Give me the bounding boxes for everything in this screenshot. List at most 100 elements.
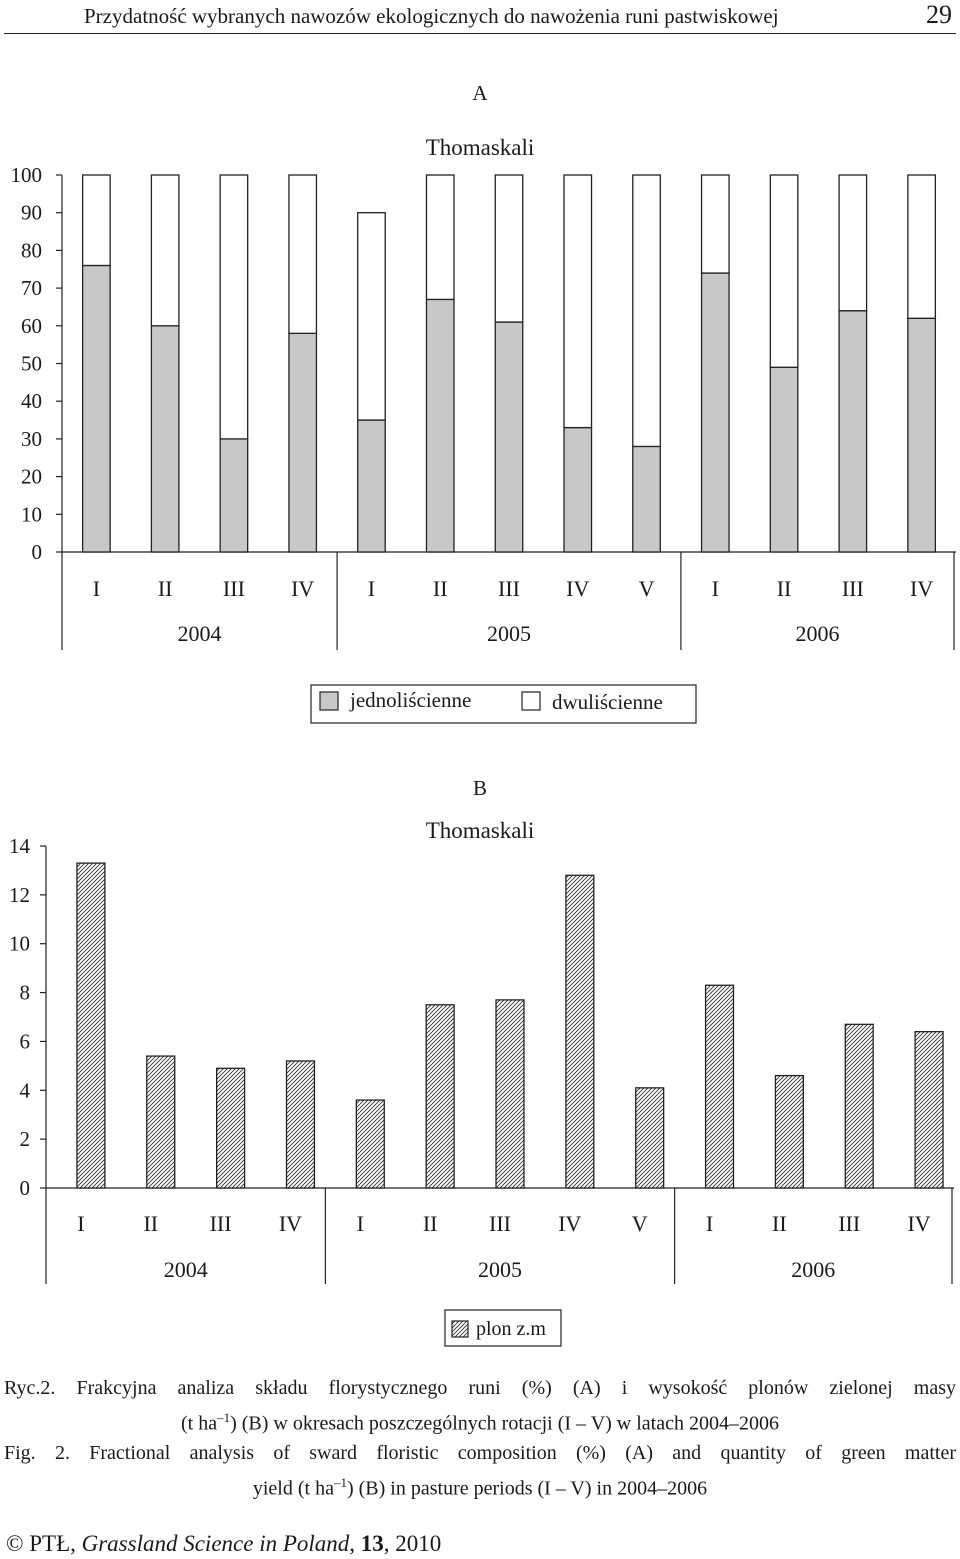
bar-plon xyxy=(285,1060,316,1189)
x-tick-label: III xyxy=(838,1211,860,1236)
chart-title: Thomaskali xyxy=(426,818,535,843)
panel-label: B xyxy=(473,776,487,800)
x-tick-label: III xyxy=(498,576,520,601)
y-tick-label: 0 xyxy=(32,540,43,564)
legend-label-dwuliscienne: dwuliścienne xyxy=(552,690,663,714)
x-tick-label: II xyxy=(772,1211,787,1236)
x-tick-label: III xyxy=(223,576,245,601)
bar-segment-dwuliscienne xyxy=(769,174,799,368)
x-tick-label: I xyxy=(368,576,375,601)
group-label: 2004 xyxy=(164,1257,208,1282)
footer-year: , 2010 xyxy=(383,1531,442,1556)
y-tick-label: 80 xyxy=(21,238,42,262)
x-tick-label: II xyxy=(423,1211,438,1236)
header-rule xyxy=(4,33,956,34)
bar-plon xyxy=(914,1031,944,1189)
legend-a-frame xyxy=(310,684,697,724)
bar-segment-dwuliscienne xyxy=(907,174,937,319)
caption-pl-line1: Ryc.2. Frakcyjna analiza składu florysty… xyxy=(4,1377,956,1399)
group-label: 2005 xyxy=(478,1257,522,1282)
footer-volume: 13 xyxy=(360,1531,384,1556)
bar-segment-jednoliscienne xyxy=(494,321,524,553)
bar-segment-jednoliscienne xyxy=(700,272,730,553)
x-tick-label: II xyxy=(158,576,173,601)
page-number: 29 xyxy=(926,0,952,29)
x-tick-label: IV xyxy=(566,576,589,601)
page-footer: © PTŁ, Grassland Science in Poland, 13, … xyxy=(6,1531,442,1556)
y-tick-label: 4 xyxy=(20,1078,31,1102)
y-tick-label: 2 xyxy=(20,1127,31,1151)
bar-segment-jednoliscienne xyxy=(425,298,455,553)
bar-segment-dwuliscienne xyxy=(494,174,524,323)
x-tick-label: V xyxy=(632,1211,648,1236)
x-tick-label: I xyxy=(93,576,100,601)
legend-b: plon z.m xyxy=(444,1309,562,1347)
legend-a: jednoliścienne dwuliścienne xyxy=(310,684,697,724)
bar-plon xyxy=(635,1087,665,1189)
legend-swatch-plon xyxy=(451,1320,469,1338)
page-header: Przydatność wybranych nawozów ekologiczn… xyxy=(0,0,960,40)
bar-segment-dwuliscienne xyxy=(838,174,868,312)
x-tick-label: III xyxy=(210,1211,232,1236)
bar-segment-dwuliscienne xyxy=(219,174,249,440)
chart-title: Thomaskali xyxy=(426,135,535,160)
y-tick-label: 30 xyxy=(21,427,42,451)
y-tick-label: 10 xyxy=(9,932,30,956)
x-tick-label: I xyxy=(357,1211,364,1236)
x-tick-label: V xyxy=(639,576,655,601)
running-title: Przydatność wybranych nawozów ekologiczn… xyxy=(84,4,779,28)
caption-pl-line2: (t ha–1) (B) w okresach poszczególnych r… xyxy=(181,1410,779,1435)
y-tick-label: 90 xyxy=(21,201,42,225)
bar-plon xyxy=(565,874,595,1189)
group-label: 2004 xyxy=(178,621,222,646)
bar-segment-jednoliscienne xyxy=(81,264,111,553)
x-tick-label: I xyxy=(712,576,719,601)
bar-segment-dwuliscienne xyxy=(150,174,180,327)
x-tick-label: II xyxy=(777,576,792,601)
y-tick-label: 14 xyxy=(9,834,31,858)
bar-segment-dwuliscienne xyxy=(81,174,111,267)
panel-label: A xyxy=(472,81,488,105)
caption-en-line1: Fig. 2. Fractional analysis of sward flo… xyxy=(4,1441,956,1464)
bar-segment-jednoliscienne xyxy=(563,426,593,553)
bar-segment-dwuliscienne xyxy=(288,174,318,334)
y-tick-label: 6 xyxy=(20,1029,31,1053)
caption-en-line2: yield (t ha–1) (B) in pasture periods (I… xyxy=(252,1474,708,1500)
bar-segment-dwuliscienne xyxy=(632,174,661,448)
y-tick-label: 8 xyxy=(20,981,31,1005)
bar-segment-jednoliscienne xyxy=(357,419,386,553)
bar-segment-dwuliscienne xyxy=(563,174,593,429)
x-tick-label: IV xyxy=(558,1211,581,1236)
x-tick-label: IV xyxy=(291,576,314,601)
legend-label-plon: plon z.m xyxy=(476,1318,546,1340)
x-tick-label: I xyxy=(706,1211,713,1236)
y-tick-label: 0 xyxy=(20,1176,31,1200)
y-tick-label: 20 xyxy=(21,465,42,489)
bar-plon xyxy=(774,1074,805,1189)
bar-plon xyxy=(215,1067,246,1189)
x-tick-label: IV xyxy=(279,1211,302,1236)
legend-label-jednoliscienne: jednoliścienne xyxy=(349,688,471,712)
x-tick-label: III xyxy=(489,1211,511,1236)
y-tick-label: 100 xyxy=(11,163,43,187)
x-tick-label: IV xyxy=(907,1211,930,1236)
x-tick-label: IV xyxy=(910,576,933,601)
group-label: 2006 xyxy=(791,1257,835,1282)
bar-segment-jednoliscienne xyxy=(288,332,318,553)
y-tick-label: 50 xyxy=(21,352,42,376)
bar-segment-jednoliscienne xyxy=(632,445,661,553)
footer-journal: Grassland Science in Poland xyxy=(81,1531,350,1556)
group-label: 2006 xyxy=(795,621,839,646)
bar-plon xyxy=(146,1055,176,1189)
x-tick-label: II xyxy=(143,1211,158,1236)
y-tick-label: 12 xyxy=(9,883,30,907)
bar-plon xyxy=(844,1023,874,1189)
footer-copyright: © PTŁ, xyxy=(6,1531,82,1556)
bar-segment-dwuliscienne xyxy=(357,212,386,421)
figure-caption: Ryc.2. Frakcyjna analiza składu florysty… xyxy=(4,1374,956,1503)
legend-swatch-dwuliscienne xyxy=(521,691,541,711)
bar-segment-jednoliscienne xyxy=(769,366,799,553)
bar-plon xyxy=(704,984,735,1189)
